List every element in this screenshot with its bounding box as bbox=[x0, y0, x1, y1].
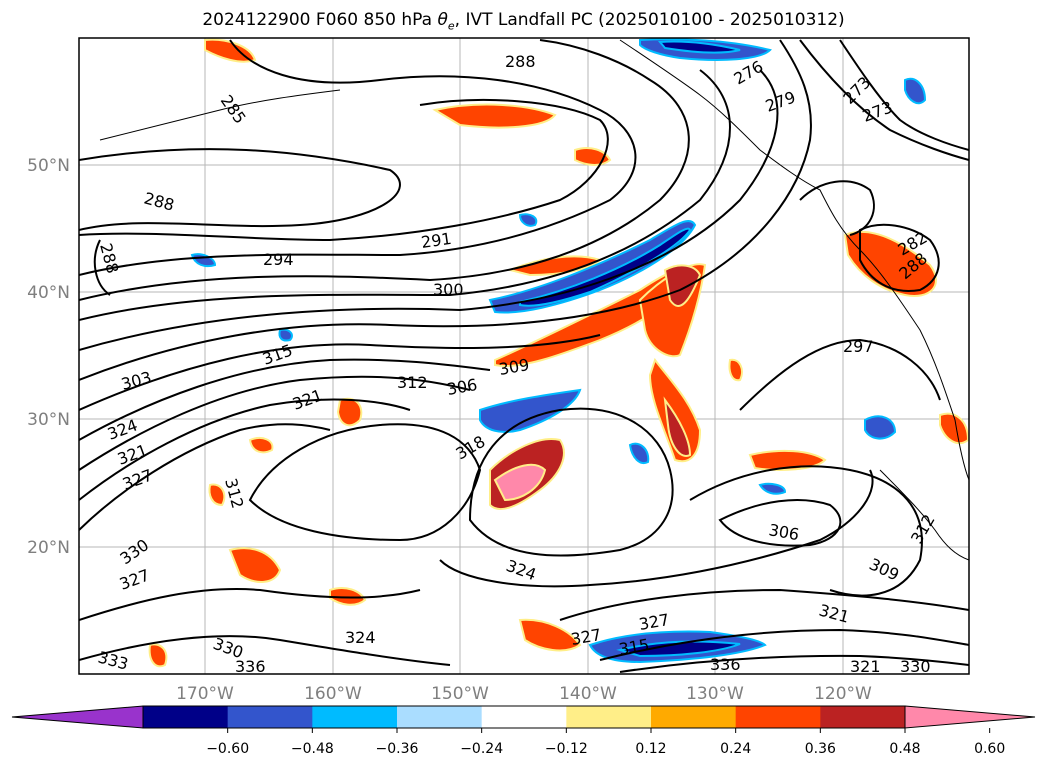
colorbar-tick-label: −0.36 bbox=[376, 741, 419, 757]
lon-label: 160°W bbox=[304, 684, 362, 704]
colorbar-cell bbox=[312, 706, 398, 728]
contour-label: 324 bbox=[345, 628, 376, 647]
map-panel bbox=[79, 38, 969, 674]
title-suffix: , IVT Landfall PC (2025010100 - 20250103… bbox=[454, 10, 845, 30]
contour-label: 294 bbox=[263, 250, 294, 269]
colorbar-tick-label: −0.60 bbox=[206, 741, 249, 757]
contour-label: 312 bbox=[397, 373, 428, 392]
title-subscript: e bbox=[447, 19, 455, 33]
colorbar-cell bbox=[227, 706, 313, 728]
colorbar-cell bbox=[397, 706, 483, 728]
colorbar-cell bbox=[566, 706, 652, 728]
colorbar-cell bbox=[820, 706, 906, 728]
colorbar-frame bbox=[142, 705, 906, 729]
lat-label: 40°N bbox=[27, 283, 70, 303]
contour-label: 336 bbox=[235, 657, 266, 676]
coastlines bbox=[99, 39, 969, 561]
colorbar-tick-label: 0.48 bbox=[889, 741, 920, 757]
colorbar-cell bbox=[735, 706, 821, 728]
contour-label: 330 bbox=[900, 657, 931, 676]
lon-label: 140°W bbox=[559, 684, 617, 704]
colorbar-extend-low bbox=[11, 705, 144, 729]
colorbar-tick-label: 0.12 bbox=[635, 741, 666, 757]
lon-label: 150°W bbox=[431, 684, 489, 704]
contour-label: 288 bbox=[505, 52, 536, 71]
contour-label: 300 bbox=[433, 280, 464, 299]
colorbar-tick-label: −0.24 bbox=[460, 741, 503, 757]
colorbar-tick-label: −0.48 bbox=[291, 741, 334, 757]
theta-e-contours bbox=[79, 39, 969, 673]
latitude-labels: 50°N 40°N 30°N 20°N bbox=[27, 156, 70, 558]
lon-label: 130°W bbox=[686, 684, 744, 704]
colorbar-cell bbox=[481, 706, 567, 728]
map-title: 2024122900 F060 850 hPa θe, IVT Landfall… bbox=[0, 10, 1047, 32]
contour-label: 321 bbox=[850, 657, 881, 676]
colorbar-tick-label: −0.12 bbox=[545, 741, 588, 757]
map-border bbox=[78, 37, 970, 675]
lon-label: 120°W bbox=[814, 684, 872, 704]
contour-label: 297 bbox=[843, 337, 874, 356]
longitude-labels: 170°W 160°W 150°W 140°W 130°W 120°W bbox=[176, 684, 872, 704]
colorbar-cell bbox=[651, 706, 737, 728]
colorbar-cell bbox=[143, 706, 229, 728]
colorbar-ticks: −0.60 −0.48 −0.36 −0.24 −0.12 0.12 0.24 0.36 0.4… bbox=[206, 728, 1005, 757]
title-prefix: 2024122900 F060 850 hPa bbox=[202, 10, 433, 30]
contour-label: 291 bbox=[420, 229, 453, 252]
colorbar-cells bbox=[143, 706, 906, 728]
lat-label: 50°N bbox=[27, 156, 70, 176]
colorbar: −0.60 −0.48 −0.36 −0.24 −0.12 0.12 0.24 0.36 0.4… bbox=[11, 705, 1036, 757]
contour-label: 336 bbox=[710, 655, 741, 674]
colorbar-tick-label: 0.60 bbox=[974, 741, 1005, 757]
colorbar-tick-label: 0.36 bbox=[805, 741, 836, 757]
colorbar-tick-label: 0.24 bbox=[720, 741, 751, 757]
colorbar-extend-high bbox=[904, 705, 1036, 729]
lon-label: 170°W bbox=[176, 684, 234, 704]
title-theta-symbol: θ bbox=[437, 10, 448, 30]
lat-label: 30°N bbox=[27, 410, 70, 430]
positive-shading bbox=[148, 38, 969, 668]
lat-label: 20°N bbox=[27, 538, 70, 558]
